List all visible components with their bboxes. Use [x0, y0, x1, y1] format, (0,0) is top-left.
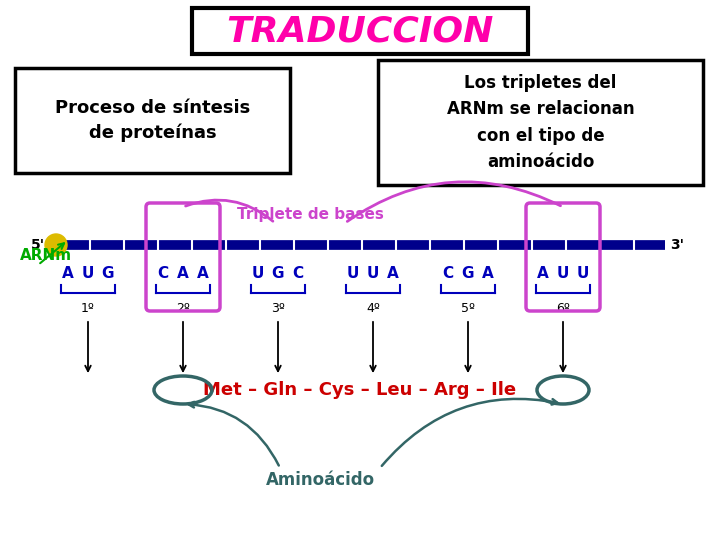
Text: A: A: [62, 266, 74, 280]
Text: U: U: [366, 266, 379, 280]
FancyBboxPatch shape: [378, 60, 703, 185]
Text: G: G: [102, 266, 114, 280]
Text: U: U: [557, 266, 570, 280]
Text: 4º: 4º: [366, 302, 380, 315]
Text: Triplete de bases: Triplete de bases: [237, 207, 384, 222]
Text: 6º: 6º: [556, 302, 570, 315]
Text: U: U: [82, 266, 94, 280]
Text: 5': 5': [31, 238, 45, 252]
Text: Met – Gln – Cys – Leu – Arg – Ile: Met – Gln – Cys – Leu – Arg – Ile: [204, 381, 516, 399]
Text: C: C: [158, 266, 168, 280]
Text: 3º: 3º: [271, 302, 285, 315]
Text: C: C: [442, 266, 454, 280]
Text: 2º: 2º: [176, 302, 190, 315]
Text: U: U: [347, 266, 359, 280]
Text: G: G: [271, 266, 284, 280]
Text: A: A: [197, 266, 209, 280]
Text: Aminoácido: Aminoácido: [266, 471, 374, 489]
Text: Los tripletes del
ARNm se relacionan
con el tipo de
aminoácido: Los tripletes del ARNm se relacionan con…: [446, 74, 634, 171]
Text: 5º: 5º: [461, 302, 475, 315]
Text: TRADUCCION: TRADUCCION: [226, 14, 494, 48]
Text: A: A: [537, 266, 549, 280]
Circle shape: [45, 234, 67, 256]
Text: A: A: [387, 266, 399, 280]
Text: Proceso de síntesis
de proteínas: Proceso de síntesis de proteínas: [55, 99, 250, 143]
Text: C: C: [292, 266, 304, 280]
Text: 1º: 1º: [81, 302, 95, 315]
FancyBboxPatch shape: [15, 68, 290, 173]
Text: U: U: [252, 266, 264, 280]
Text: A: A: [482, 266, 494, 280]
Text: ARNm: ARNm: [20, 247, 72, 262]
Text: A: A: [177, 266, 189, 280]
Text: 3': 3': [670, 238, 684, 252]
Text: U: U: [577, 266, 589, 280]
Text: G: G: [462, 266, 474, 280]
FancyBboxPatch shape: [192, 8, 528, 54]
